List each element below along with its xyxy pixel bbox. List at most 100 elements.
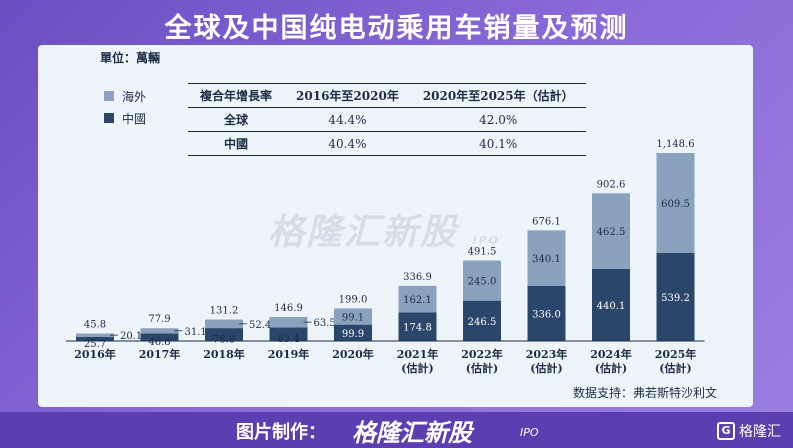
bar-china (334, 324, 372, 341)
bar-overseas (398, 285, 437, 313)
bar-china (463, 300, 501, 341)
bar-china (76, 336, 114, 341)
bar-overseas (527, 230, 566, 287)
bar-china (398, 312, 437, 341)
tick-label-x: (估計) (530, 361, 562, 375)
bar-overseas (334, 308, 372, 325)
tick-label-x: 2023年 (526, 347, 568, 361)
bar-overseas (76, 333, 114, 337)
data-label-china: 539.2 (661, 293, 690, 304)
cagr-header-metric: 複合年增長率 (188, 83, 285, 108)
data-label-china: 336.0 (532, 310, 561, 321)
data-label-overseas: 52.4 (249, 320, 271, 331)
data-label-total: 131.2 (210, 306, 239, 317)
tick-label-x: 2020年 (332, 347, 374, 361)
cagr-header-row: 複合年增長率 2016年至2020年 2020年至2025年（估計） (188, 83, 586, 108)
cagr-cell: 44.4% (284, 107, 411, 132)
data-label-china: 78.8 (213, 335, 235, 346)
cagr-cell: 42.0% (410, 107, 586, 132)
data-label-overseas: 462.5 (597, 227, 626, 238)
data-label-total: 146.9 (274, 303, 303, 314)
data-label-overseas: 99.1 (342, 313, 364, 324)
footer-logo: G 格隆汇 (717, 421, 781, 441)
cagr-row-label: 中國 (188, 131, 285, 156)
data-label-overseas: 245.0 (468, 277, 497, 288)
tick-label-x: 2017年 (139, 347, 181, 361)
watermark: 格隆汇新股 IPO (268, 203, 500, 255)
tick-label-x: (估計) (466, 361, 498, 375)
legend-label-overseas: 海外 (122, 89, 147, 104)
data-label-overseas: 340.1 (532, 254, 561, 265)
tick-label-x: (估計) (595, 361, 627, 375)
tick-label-x: 2021年 (397, 347, 439, 361)
data-label-china: 99.9 (342, 329, 364, 340)
legend-swatch-overseas (104, 91, 114, 101)
data-label-total: 199.0 (339, 294, 368, 305)
footer-brand: 格隆汇新股 (352, 419, 472, 447)
data-label-china: 440.1 (597, 301, 626, 312)
headline: 全球及中国纯电动乘用车销量及预测 (164, 13, 629, 44)
data-label-china: 46.8 (148, 337, 170, 348)
tick-label-x: 2018年 (203, 347, 245, 361)
data-label-overseas: 63.5 (314, 318, 336, 329)
cagr-cell: 40.1% (410, 131, 586, 156)
cagr-cell: 40.4% (284, 131, 411, 156)
data-label-china: 246.5 (468, 317, 497, 328)
cagr-header-2020-2025: 2020年至2025年（估計） (410, 83, 586, 108)
stacked-bar-chart: 25.7 20.1 45.8 2016年 46.8 31.1 77.9 2017年 78.8 52… (66, 139, 705, 375)
bar-china (205, 328, 243, 341)
footer-bar: 图片制作： 格隆汇新股 IPO G 格隆汇 (0, 412, 793, 448)
bar-china (269, 327, 308, 341)
cagr-row-label: 全球 (188, 107, 285, 132)
tick-label-x: 2016年 (74, 347, 116, 361)
bar-overseas (140, 328, 179, 334)
data-label-overseas: 31.1 (185, 327, 207, 338)
legend-swatch-china (104, 113, 114, 123)
data-label-total: 77.9 (148, 314, 170, 325)
data-label-overseas: 20.1 (120, 331, 142, 342)
data-label-china: 25.7 (84, 339, 106, 350)
bar-china (140, 333, 179, 341)
watermark-text: 格隆汇新股 (268, 212, 459, 253)
footer-logo-text: 格隆汇 (739, 424, 781, 440)
data-label-china: 174.8 (403, 323, 432, 334)
bar-overseas (463, 260, 501, 301)
bar-china (656, 252, 695, 341)
source-note: 数据支持：弗若斯特沙利文 (572, 386, 717, 400)
legend-item-china: 中國 (104, 107, 146, 129)
data-label-overseas: 162.1 (403, 295, 432, 306)
bar-overseas (269, 316, 308, 328)
tick-label-x: 2019年 (268, 347, 310, 361)
data-label-total: 491.5 (468, 247, 497, 258)
unit-label: 單位：萬輛 (100, 51, 161, 65)
legend: 海外 中國 (104, 85, 146, 129)
cagr-row-china: 中國 40.4% 40.1% (188, 131, 586, 156)
tick-label-x: (估計) (401, 361, 433, 375)
footer-ipo: IPO (520, 426, 539, 439)
cagr-table: 複合年增長率 2016年至2020年 2020年至2025年（估計） 全球 44… (188, 83, 586, 156)
data-label-overseas: 609.5 (661, 199, 690, 210)
cagr-row-global: 全球 44.4% 42.0% (188, 107, 586, 132)
footer-prefix: 图片制作： (236, 422, 326, 443)
bar-china (527, 286, 566, 341)
chart-card: 單位：萬輛 海外 中國 複合年增長率 2016年至2020年 2020年至202… (38, 45, 753, 407)
data-label-total: 336.9 (403, 272, 432, 283)
bar-overseas (205, 319, 243, 329)
data-label-total: 676.1 (532, 216, 561, 227)
tick-label-x: 2024年 (590, 347, 632, 361)
tick-label-x: (估計) (659, 361, 691, 375)
cagr-header-2016-2020: 2016年至2020年 (284, 83, 411, 108)
watermark-ipo: IPO (472, 234, 501, 247)
data-label-china: 83.4 (277, 334, 299, 345)
tick-label-x: 2025年 (655, 347, 697, 361)
data-label-total: 45.8 (84, 320, 106, 331)
bar-overseas (656, 152, 695, 253)
legend-label-china: 中國 (122, 111, 147, 126)
bar-china (592, 268, 630, 341)
legend-item-overseas: 海外 (104, 85, 146, 107)
data-label-total: 1,148.6 (656, 139, 694, 150)
tick-label-x: 2022年 (461, 347, 503, 361)
logo-icon: G (717, 422, 735, 440)
bar-overseas (592, 193, 630, 269)
data-label-total: 902.6 (597, 179, 626, 190)
